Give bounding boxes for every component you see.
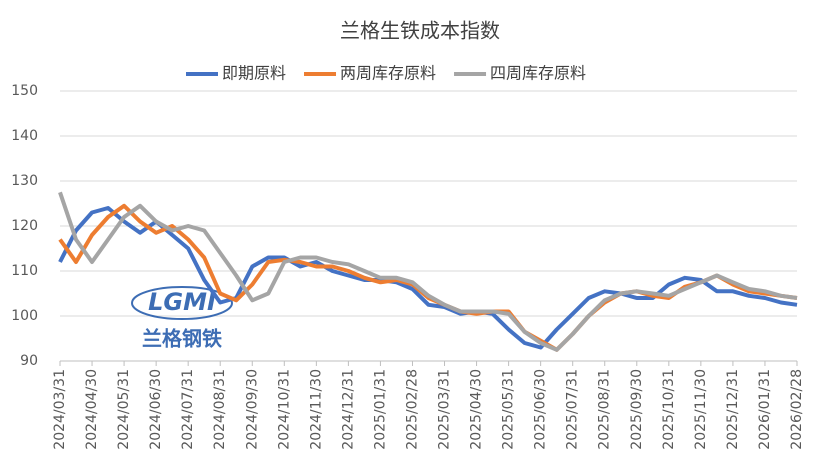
legend-label: 即期原料 — [222, 64, 286, 83]
y-tick-label: 120 — [11, 218, 38, 234]
x-tick-label: 2025/06/30 — [533, 369, 549, 450]
series-line — [58, 191, 798, 352]
x-tick-label: 2025/11/30 — [693, 369, 709, 450]
x-tick-label: 2024/07/31 — [180, 369, 196, 450]
chart-title: 兰格生铁成本指数 — [340, 19, 500, 43]
logo-ring — [131, 286, 233, 320]
y-tick-label: 150 — [11, 83, 38, 99]
x-tick-label: 2025/01/31 — [372, 369, 388, 450]
x-tick-label: 2026/01/31 — [757, 369, 773, 450]
logo-caption: 兰格钢铁 — [142, 327, 222, 351]
x-tick-label: 2025/12/31 — [725, 369, 741, 450]
x-tick-label: 2024/03/31 — [52, 369, 68, 450]
y-tick-label: 110 — [11, 263, 38, 279]
legend-label: 四周库存原料 — [490, 64, 586, 83]
y-tick-label: 130 — [11, 173, 38, 189]
series-line — [58, 206, 798, 350]
legend: 即期原料 两周库存原料 四周库存原料 — [186, 64, 586, 83]
x-tick-label: 2025/05/31 — [501, 369, 517, 450]
y-tick-label: 90 — [20, 353, 38, 369]
y-tick-label: 100 — [11, 308, 38, 324]
x-tick-label: 2024/06/30 — [148, 369, 164, 450]
x-tick-label: 2024/10/31 — [276, 369, 292, 450]
x-tick-label: 2025/10/31 — [661, 369, 677, 450]
x-tick-label: 2024/11/30 — [308, 369, 324, 450]
x-tick-label: 2025/03/31 — [437, 369, 453, 450]
logo-text: LGMI — [148, 288, 216, 316]
x-tick-label: 2026/02/28 — [789, 369, 805, 450]
x-tick-label: 2025/04/30 — [469, 369, 485, 450]
x-tick-label: 2024/04/30 — [84, 369, 100, 450]
legend-label: 两周库存原料 — [340, 64, 436, 83]
x-tick-label: 2024/08/31 — [212, 369, 228, 450]
x-tick-label: 2024/12/31 — [340, 369, 356, 450]
x-tick-label: 2024/05/31 — [116, 369, 132, 450]
y-tick-label: 140 — [11, 128, 38, 144]
x-tick-label: 2025/02/28 — [404, 369, 420, 450]
watermark: LGMI 兰格钢铁 — [131, 286, 233, 351]
x-tick-label: 2025/08/31 — [597, 369, 613, 450]
x-tick-label: 2025/09/30 — [629, 369, 645, 450]
x-tick-label: 2024/09/30 — [244, 369, 260, 450]
x-tick-label: 2025/07/31 — [565, 369, 581, 450]
